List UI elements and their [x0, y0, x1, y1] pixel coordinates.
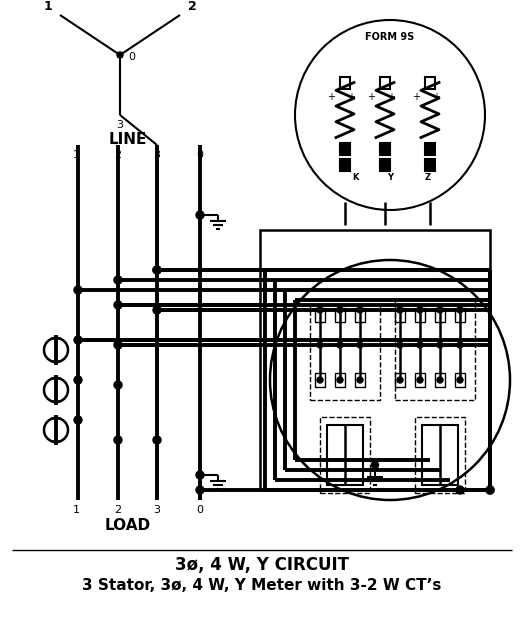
Text: 3 Stator, 3ø, 4 W, Y Meter with 3-2 W CT’s: 3 Stator, 3ø, 4 W, Y Meter with 3-2 W CT…	[82, 578, 442, 593]
Bar	[327, 425, 363, 485]
Bar	[425, 77, 435, 89]
Text: 1: 1	[72, 505, 80, 515]
Circle shape	[457, 377, 463, 383]
Bar	[425, 143, 435, 155]
Circle shape	[74, 376, 82, 384]
Bar	[395, 373, 405, 387]
Text: Z: Z	[425, 172, 431, 181]
Circle shape	[437, 307, 443, 313]
Text: 3: 3	[116, 120, 124, 130]
Bar	[380, 159, 390, 171]
Bar	[335, 308, 345, 322]
Circle shape	[457, 307, 463, 313]
Circle shape	[417, 307, 423, 313]
Circle shape	[317, 307, 323, 313]
Circle shape	[437, 342, 443, 348]
Circle shape	[153, 266, 161, 274]
Bar	[355, 373, 365, 387]
Text: Y: Y	[387, 172, 393, 181]
Bar	[335, 373, 345, 387]
Text: +: +	[432, 92, 440, 102]
Circle shape	[397, 307, 403, 313]
Text: 2: 2	[114, 505, 122, 515]
Circle shape	[117, 52, 123, 58]
Text: 1: 1	[72, 150, 80, 160]
Circle shape	[74, 416, 82, 424]
Bar	[415, 417, 465, 493]
Bar	[315, 373, 325, 387]
Circle shape	[337, 307, 343, 313]
Circle shape	[337, 377, 343, 383]
Bar	[380, 143, 390, 155]
Bar	[260, 230, 490, 490]
Circle shape	[114, 341, 122, 349]
Bar	[340, 77, 350, 89]
Bar	[435, 308, 445, 322]
Text: +: +	[387, 92, 395, 102]
Text: FORM 9S: FORM 9S	[365, 32, 414, 42]
Text: LINE: LINE	[109, 133, 147, 148]
Text: 2: 2	[188, 1, 196, 13]
Text: +: +	[347, 92, 355, 102]
Text: 2: 2	[114, 150, 122, 160]
Circle shape	[114, 276, 122, 284]
Circle shape	[357, 342, 363, 348]
Bar	[355, 308, 365, 322]
Text: 0: 0	[128, 52, 136, 62]
Bar	[435, 373, 445, 387]
Text: 0: 0	[196, 150, 203, 160]
Circle shape	[486, 486, 494, 494]
Bar	[380, 77, 390, 89]
Circle shape	[417, 377, 423, 383]
Circle shape	[114, 301, 122, 309]
Text: +: +	[367, 92, 375, 102]
Bar	[340, 159, 350, 171]
Bar	[320, 417, 370, 493]
Circle shape	[486, 486, 494, 494]
Circle shape	[196, 486, 204, 494]
Bar	[422, 425, 458, 485]
Bar	[315, 308, 325, 322]
Text: 1: 1	[43, 1, 52, 13]
Circle shape	[196, 211, 204, 219]
Bar	[310, 300, 380, 400]
Circle shape	[357, 307, 363, 313]
Text: 3: 3	[154, 505, 160, 515]
Bar	[395, 300, 475, 400]
Text: LOAD: LOAD	[105, 517, 151, 533]
Circle shape	[114, 381, 122, 389]
Bar	[455, 373, 465, 387]
Circle shape	[114, 436, 122, 444]
Circle shape	[397, 342, 403, 348]
Circle shape	[74, 286, 82, 294]
Circle shape	[196, 471, 204, 479]
Circle shape	[397, 377, 403, 383]
Text: +: +	[412, 92, 420, 102]
Text: K: K	[352, 172, 358, 181]
Circle shape	[153, 436, 161, 444]
Text: 0: 0	[196, 505, 203, 515]
Circle shape	[317, 377, 323, 383]
Text: 3: 3	[154, 150, 160, 160]
Text: 3ø, 4 W, Y CIRCUIT: 3ø, 4 W, Y CIRCUIT	[175, 556, 349, 574]
Circle shape	[153, 266, 161, 274]
Circle shape	[457, 342, 463, 348]
Bar	[415, 308, 425, 322]
Bar	[415, 373, 425, 387]
Text: +: +	[327, 92, 335, 102]
Circle shape	[456, 486, 464, 494]
Circle shape	[372, 462, 378, 469]
Circle shape	[337, 342, 343, 348]
Circle shape	[417, 342, 423, 348]
Bar	[395, 308, 405, 322]
Circle shape	[153, 306, 161, 314]
Circle shape	[74, 336, 82, 344]
Circle shape	[317, 342, 323, 348]
Circle shape	[357, 377, 363, 383]
Bar	[455, 308, 465, 322]
Bar	[340, 143, 350, 155]
Circle shape	[437, 377, 443, 383]
Bar	[425, 159, 435, 171]
